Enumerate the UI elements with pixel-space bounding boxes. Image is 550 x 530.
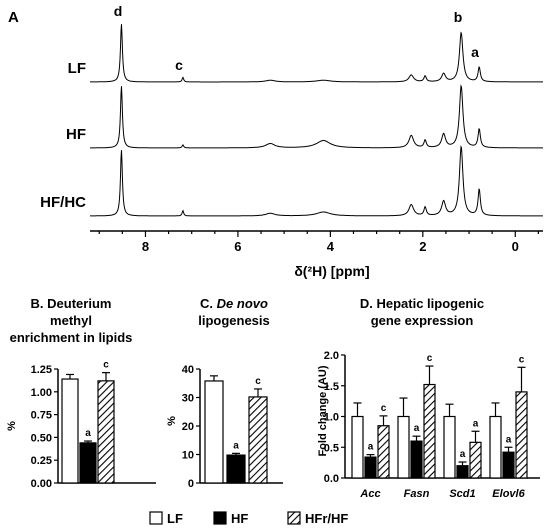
y-tick-label: 30	[182, 393, 194, 405]
panel-c-title-line1: C. De novo	[200, 296, 268, 311]
legend-label: HF	[231, 511, 248, 526]
y-tick-label: 0.0	[324, 473, 339, 485]
panel-d-ylabel: Fold change (AU)	[317, 365, 329, 456]
significance-label: a	[233, 440, 239, 451]
peak-label: b	[454, 9, 463, 25]
bar	[456, 465, 469, 479]
significance-label: c	[427, 353, 433, 364]
bar	[469, 441, 482, 479]
bar	[377, 425, 390, 479]
y-tick-label: 0.50	[31, 432, 52, 444]
panel-a-label: A	[8, 9, 19, 26]
gene-category-label: Elovl6	[492, 488, 525, 500]
panel-c-title-italic: De novo	[217, 296, 268, 311]
bar	[79, 442, 97, 484]
y-tick-label: 0.5	[324, 442, 339, 454]
significance-label: c	[103, 360, 109, 371]
spectrum-series-label: HF/HC	[40, 194, 86, 211]
bar	[423, 383, 436, 479]
y-tick-label: 0.75	[31, 410, 52, 422]
significance-label: c	[519, 354, 525, 365]
significance-label: a	[414, 423, 420, 434]
legend-swatch	[287, 511, 301, 525]
bar	[443, 415, 456, 479]
spectrum-trace	[90, 144, 543, 217]
ppm-tick-label: 2	[419, 239, 426, 254]
legend-swatch	[213, 511, 227, 525]
bar	[489, 415, 502, 479]
y-tick-label: 1.0	[324, 412, 339, 424]
ppm-tick-label: 0	[512, 239, 519, 254]
legend-label: HFr/HF	[305, 511, 348, 526]
de-novo-lipogenesis-panel: C. De novo lipogenesis % 0 10 20 30 40 a c	[166, 296, 283, 490]
gene-category-label: Scd1	[449, 488, 475, 500]
spectrum-series-label: HF	[66, 126, 86, 143]
panel-b-title-line2: methyl	[50, 313, 92, 328]
bar	[351, 415, 364, 479]
bar	[248, 396, 268, 484]
panel-d-title-line1: D. Hepatic lipogenic	[360, 296, 484, 311]
significance-label: a	[368, 442, 374, 453]
significance-label: c	[381, 403, 387, 414]
legend-label: LF	[167, 511, 183, 526]
nmr-spectra-panel: A LF HF HF/HC d c b a 8 6 4 2 0 δ(²H) [ppm]	[8, 3, 543, 279]
significance-label: c	[255, 376, 261, 387]
panel-b-ylabel: %	[6, 421, 18, 431]
spectra-traces: LF HF HF/HC	[40, 24, 543, 217]
ppm-tick-label: 6	[234, 239, 241, 254]
y-tick-label: 0.25	[31, 455, 52, 467]
significance-label: a	[473, 418, 479, 429]
panel-c-plot: 0 10 20 30 40 a c	[182, 364, 283, 490]
y-tick-label: 40	[182, 364, 194, 376]
bar	[364, 456, 377, 479]
ppm-tick-label: 8	[142, 239, 149, 254]
y-tick-label: 0.00	[31, 478, 52, 490]
bar	[204, 380, 224, 484]
bar	[397, 415, 410, 479]
peak-labels: d c b a	[114, 3, 479, 73]
gene-category-label: Acc	[359, 488, 380, 500]
deuterium-enrichment-panel: B. Deuterium methyl enrichment in lipids…	[6, 296, 156, 490]
legend: LF HF HFr/HF	[149, 511, 348, 526]
gene-expression-panel: D. Hepatic lipogenic gene expression Fol…	[317, 296, 540, 500]
bar	[502, 451, 515, 479]
bar	[515, 391, 528, 479]
y-tick-label: 1.25	[31, 364, 52, 376]
y-tick-label: 1.5	[324, 381, 339, 393]
y-tick-label: 10	[182, 450, 194, 462]
panel-d-plot: 0.0 0.5 1.0 1.5 2.0 a c Acc a c Fasn a a Scd1 a c Elovl6	[324, 350, 540, 500]
bar	[61, 378, 79, 484]
spectrum-trace	[90, 24, 543, 83]
peak-label: d	[114, 3, 123, 19]
y-tick-label: 2.0	[324, 350, 339, 362]
gene-category-label: Fasn	[404, 488, 430, 500]
y-tick-label: 0	[188, 478, 194, 490]
y-tick-label: 20	[182, 421, 194, 433]
panel-d-title-line2: gene expression	[371, 313, 474, 328]
panel-c-title-label: C.	[200, 296, 217, 311]
panel-b-plot: 0.00 0.25 0.50 0.75 1.00 1.25 a c	[31, 360, 156, 490]
spectrum-trace	[90, 84, 543, 149]
spectrum-series-label: LF	[68, 60, 86, 77]
bar	[226, 454, 246, 484]
significance-label: a	[506, 434, 512, 445]
bar	[410, 440, 423, 479]
panel-b-title-line3: enrichment in lipids	[10, 330, 133, 345]
significance-label: a	[85, 428, 91, 439]
ppm-axis-title: δ(²H) [ppm]	[294, 263, 369, 279]
panel-c-title-line2: lipogenesis	[198, 313, 270, 328]
peak-label: c	[175, 57, 183, 73]
panel-b-title-line1: B. Deuterium	[31, 296, 112, 311]
significance-label: a	[460, 449, 466, 460]
legend-swatch	[149, 511, 163, 525]
y-tick-label: 1.00	[31, 387, 52, 399]
ppm-tick-label: 4	[327, 239, 335, 254]
ppm-axis: 8 6 4 2 0	[90, 230, 543, 254]
panel-c-ylabel: %	[166, 416, 178, 426]
bar	[97, 380, 115, 484]
peak-label: a	[471, 44, 479, 60]
